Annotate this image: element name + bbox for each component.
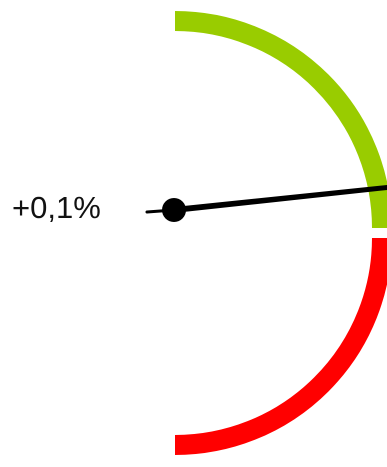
- gauge-needle: [174, 185, 387, 213]
- gauge-positive-arc: [174, 11, 387, 229]
- gauge-value-label: +0,1%: [12, 190, 101, 225]
- gauge-negative-arc: [174, 237, 387, 455]
- gauge-pivot: [162, 198, 186, 222]
